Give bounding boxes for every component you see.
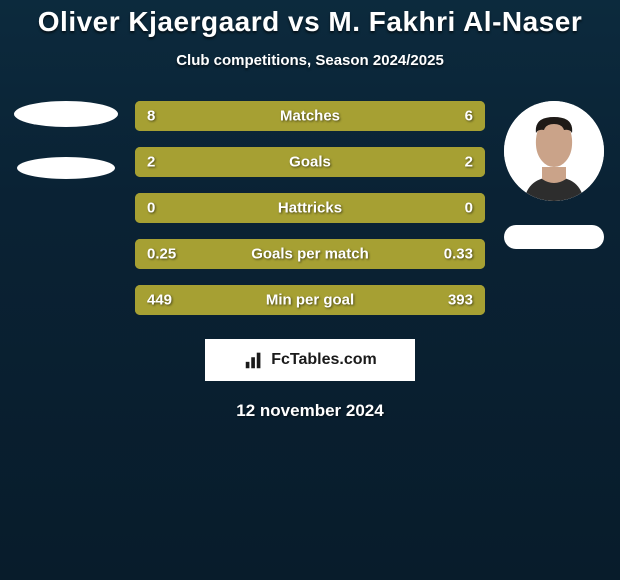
player-right (495, 101, 613, 249)
comparison-row: 86Matches 22Goals 00Hattricks 0.250.33Goals… (0, 101, 620, 315)
page-title: Oliver Kjaergaard vs M. Fakhri Al-Naser (0, 6, 620, 38)
stat-row: 86Matches (135, 101, 485, 131)
comparison-card: Oliver Kjaergaard vs M. Fakhri Al-Naser … (0, 0, 620, 421)
watermark: FcTables.com (205, 339, 415, 381)
person-icon (504, 101, 604, 201)
stat-label: Hattricks (135, 200, 485, 217)
team-pill (504, 225, 604, 249)
watermark-text: FcTables.com (271, 351, 377, 369)
avatar (504, 101, 604, 201)
stat-row: 0.250.33Goals per match (135, 239, 485, 269)
stat-label: Min per goal (135, 292, 485, 309)
date: 12 november 2024 (0, 401, 620, 421)
avatar-placeholder-icon (14, 101, 118, 127)
stat-label: Goals per match (135, 246, 485, 263)
bar-chart-icon (243, 349, 265, 371)
stat-label: Goals (135, 154, 485, 171)
player-left (7, 101, 125, 179)
stat-row: 00Hattricks (135, 193, 485, 223)
team-pill (17, 157, 115, 179)
stat-label: Matches (135, 108, 485, 125)
subtitle: Club competitions, Season 2024/2025 (0, 52, 620, 69)
stat-row: 22Goals (135, 147, 485, 177)
stats-table: 86Matches 22Goals 00Hattricks 0.250.33Goals… (135, 101, 485, 315)
stat-row: 449393Min per goal (135, 285, 485, 315)
